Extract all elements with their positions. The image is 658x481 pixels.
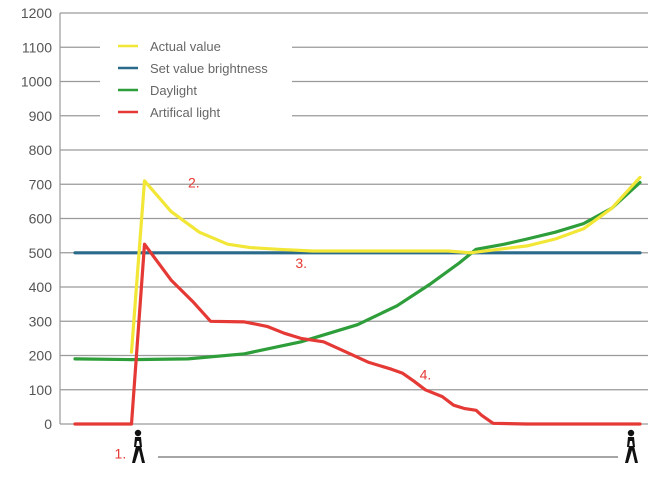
annotation-label: 3. [295,255,307,271]
y-axis-ticks: 0 100 200 300 400 500 600 700 800 900 1000 1100 1200 [21,5,52,432]
legend: Actual value Set value brightness Daylight… [118,39,268,120]
y-tick-label: 600 [29,211,53,227]
y-tick-label: 200 [29,348,53,364]
y-tick-label: 300 [29,313,53,329]
series-line-artifical-light [73,242,642,426]
annotation-label: 4. [420,366,432,382]
legend-label: Actual value [150,39,221,54]
y-tick-label: 800 [29,142,53,158]
annotation-label: 2. [188,175,200,191]
annotation-label: 1. [115,445,127,461]
y-tick-label: 900 [29,108,53,124]
y-tick-label: 500 [29,245,53,261]
person-walking-left-icon [132,429,145,463]
y-tick-label: 100 [29,382,53,398]
y-tick-label: 1100 [22,39,52,55]
legend-label: Set value brightness [150,61,268,76]
legend-label: Daylight [150,83,197,98]
series-line-daylight [73,180,642,362]
annotations: 1. 2. 3. 4. [115,175,432,462]
y-tick-label: 0 [44,416,52,432]
person-walking-right-icon [625,429,638,463]
series-line-actual-value [129,175,642,354]
y-tick-label: 700 [29,176,53,192]
y-tick-label: 400 [29,279,53,295]
y-tick-label: 1200 [21,5,52,21]
legend-label: Artifical light [150,105,220,120]
y-tick-label: 1000 [21,74,52,90]
series-lines [73,175,642,426]
